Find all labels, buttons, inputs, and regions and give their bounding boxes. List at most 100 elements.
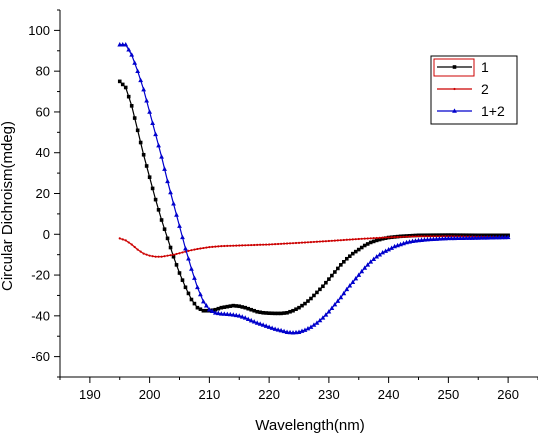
data-point	[153, 131, 158, 137]
data-point	[324, 240, 327, 243]
x-tick-label: 200	[139, 387, 161, 402]
y-tick-label: 0	[43, 227, 50, 242]
data-point	[291, 242, 295, 245]
x-tick-label: 210	[199, 387, 221, 402]
data-point	[248, 317, 254, 323]
data-point	[215, 310, 221, 316]
data-point	[372, 237, 375, 240]
data-point	[359, 268, 365, 274]
data-point	[165, 178, 170, 184]
data-point	[132, 60, 138, 65]
data-point	[333, 239, 336, 242]
y-axis-ticks: -60 -40 -20 0 20 40 60 80 100	[28, 9, 60, 378]
data-point	[365, 242, 370, 246]
data-point	[118, 237, 121, 240]
data-point	[390, 236, 393, 239]
data-point	[172, 253, 175, 256]
data-point	[461, 233, 466, 237]
data-point	[187, 249, 190, 252]
data-point	[446, 233, 451, 237]
data-point	[282, 242, 286, 245]
data-point	[192, 301, 197, 306]
data-point	[351, 238, 354, 241]
data-point	[297, 305, 301, 310]
data-point	[235, 244, 238, 247]
data-point	[174, 212, 179, 217]
y-tick-label: 100	[28, 23, 50, 38]
data-point	[347, 254, 352, 258]
data-point	[464, 233, 469, 238]
data-point	[300, 303, 304, 308]
data-point	[288, 242, 292, 245]
data-point	[383, 248, 389, 253]
data-point	[473, 233, 478, 238]
data-point	[309, 241, 313, 244]
y-tick-label: 40	[36, 145, 50, 160]
data-point	[354, 238, 357, 241]
data-point	[268, 243, 271, 246]
data-point	[378, 236, 381, 239]
data-point	[399, 235, 402, 239]
data-point	[165, 236, 170, 241]
data-point	[294, 307, 298, 312]
data-point	[213, 307, 218, 312]
data-point	[440, 233, 445, 237]
data-point	[168, 245, 173, 250]
data-point	[156, 208, 161, 212]
data-point	[261, 310, 265, 315]
data-point	[321, 240, 324, 243]
data-point	[308, 324, 314, 329]
data-point	[281, 328, 287, 334]
data-point	[452, 65, 457, 69]
data-point	[208, 246, 211, 249]
data-point	[181, 251, 184, 254]
data-point	[233, 312, 239, 318]
data-point	[275, 327, 281, 332]
data-point	[244, 244, 247, 247]
x-tick-label: 250	[438, 387, 460, 402]
data-point	[431, 233, 436, 237]
x-tick-label: 230	[318, 387, 340, 402]
data-point	[377, 252, 383, 257]
data-point	[220, 245, 223, 248]
data-point	[393, 236, 396, 239]
data-point	[363, 237, 366, 240]
data-point	[211, 245, 214, 248]
data-point	[142, 252, 145, 255]
data-point	[371, 256, 377, 262]
data-point	[345, 256, 349, 261]
data-point	[240, 305, 245, 309]
data-point	[132, 116, 137, 120]
data-point	[226, 244, 229, 247]
data-point	[183, 245, 188, 251]
data-point	[321, 284, 325, 289]
data-point	[303, 241, 307, 244]
data-point	[126, 94, 131, 99]
data-point	[171, 201, 176, 206]
data-point	[353, 276, 359, 281]
data-point	[127, 241, 130, 244]
data-point	[381, 236, 384, 239]
data-point	[162, 227, 167, 231]
data-point	[360, 237, 363, 240]
data-point	[238, 244, 241, 247]
data-point	[374, 238, 379, 243]
data-point	[318, 240, 322, 243]
data-point	[274, 243, 277, 246]
data-point	[169, 254, 172, 257]
data-point	[386, 246, 392, 252]
data-point	[153, 197, 158, 202]
data-point	[374, 254, 380, 259]
data-point	[163, 255, 166, 258]
data-point	[222, 305, 227, 309]
series-1	[117, 79, 510, 316]
data-point	[266, 324, 272, 329]
data-point	[126, 47, 132, 52]
data-point	[189, 297, 194, 302]
data-point	[336, 239, 339, 242]
data-point	[250, 243, 253, 247]
data-point	[123, 85, 128, 90]
y-tick-label: -40	[31, 308, 50, 323]
data-point	[214, 245, 217, 248]
data-point	[199, 247, 202, 250]
